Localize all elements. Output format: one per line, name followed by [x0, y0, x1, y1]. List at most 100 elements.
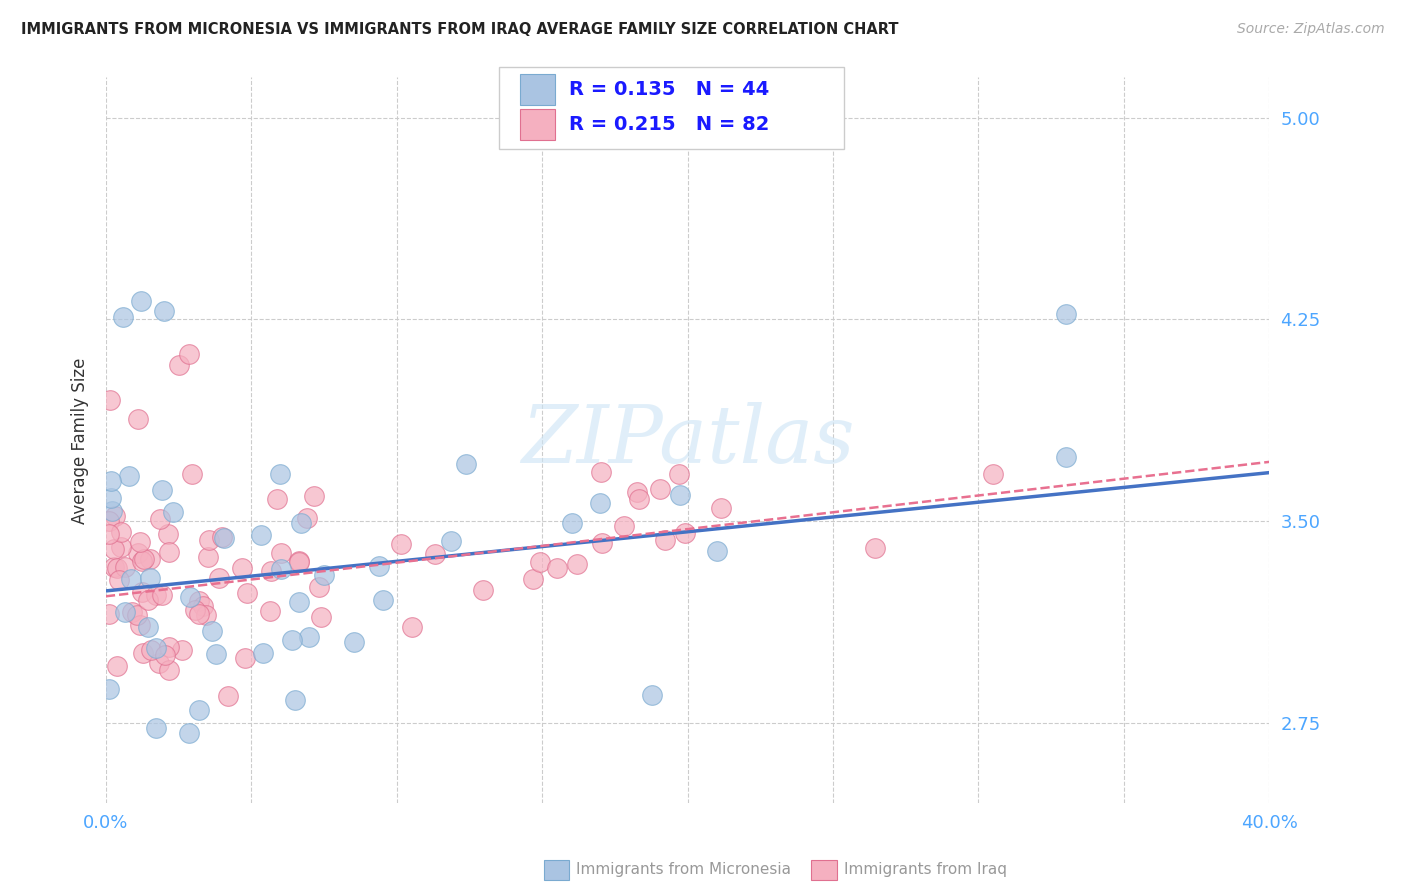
Point: [136, 593, 159, 607]
Point: [288, 554, 311, 568]
Point: [668, 488, 690, 502]
Point: [401, 620, 423, 634]
Point: [546, 561, 568, 575]
Text: ZIPatlas: ZIPatlas: [520, 401, 855, 479]
Point: [110, 540, 132, 554]
Point: [103, 560, 125, 574]
Point: [157, 663, 180, 677]
Point: [252, 646, 274, 660]
Point: [103, 542, 125, 557]
Point: [981, 467, 1004, 481]
Point: [259, 603, 281, 617]
Point: [270, 562, 292, 576]
Point: [266, 491, 288, 506]
Point: [613, 518, 636, 533]
Point: [236, 586, 259, 600]
Point: [121, 606, 143, 620]
Point: [114, 560, 136, 574]
Point: [117, 468, 139, 483]
Point: [260, 564, 283, 578]
Point: [187, 607, 209, 621]
Point: [179, 591, 201, 605]
Point: [98, 392, 121, 407]
Point: [217, 689, 239, 703]
Point: [201, 624, 224, 638]
Point: [295, 511, 318, 525]
Point: [1054, 307, 1077, 321]
Point: [1054, 450, 1077, 465]
Point: [104, 509, 127, 524]
Point: [628, 492, 651, 507]
Point: [138, 571, 160, 585]
Point: [125, 608, 148, 623]
Point: [235, 650, 257, 665]
Point: [150, 588, 173, 602]
Point: [423, 547, 446, 561]
Point: [309, 610, 332, 624]
Y-axis label: Average Family Size: Average Family Size: [72, 357, 89, 524]
Point: [654, 533, 676, 548]
Point: [100, 491, 122, 505]
Point: [343, 635, 366, 649]
Point: [105, 658, 128, 673]
Point: [162, 505, 184, 519]
Text: IMMIGRANTS FROM MICRONESIA VS IMMIGRANTS FROM IRAQ AVERAGE FAMILY SIZE CORRELATI: IMMIGRANTS FROM MICRONESIA VS IMMIGRANTS…: [21, 22, 898, 37]
Point: [170, 643, 193, 657]
Point: [177, 726, 200, 740]
Text: Immigrants from Iraq: Immigrants from Iraq: [844, 863, 1007, 877]
Point: [197, 550, 219, 565]
Point: [863, 541, 886, 555]
Point: [214, 532, 236, 546]
Point: [302, 490, 325, 504]
Point: [131, 554, 153, 568]
Point: [367, 558, 389, 573]
Point: [591, 536, 613, 550]
Point: [97, 526, 120, 541]
Point: [281, 633, 304, 648]
Point: [567, 558, 589, 572]
Point: [136, 620, 159, 634]
Point: [128, 617, 150, 632]
Point: [522, 572, 544, 586]
Point: [188, 703, 211, 717]
Point: [312, 567, 335, 582]
Point: [145, 588, 167, 602]
Point: [127, 546, 149, 560]
Point: [145, 721, 167, 735]
Point: [128, 534, 150, 549]
Point: [132, 646, 155, 660]
Point: [288, 556, 311, 570]
Point: [710, 501, 733, 516]
Point: [270, 546, 292, 560]
Text: R = 0.215   N = 82: R = 0.215 N = 82: [569, 115, 770, 135]
Point: [97, 682, 120, 697]
Point: [132, 552, 155, 566]
Point: [100, 504, 122, 518]
Point: [129, 293, 152, 308]
Point: [298, 630, 321, 644]
Point: [290, 516, 312, 531]
Point: [626, 485, 648, 500]
Point: [145, 640, 167, 655]
Point: [120, 572, 142, 586]
Point: [100, 474, 122, 488]
Point: [389, 537, 412, 551]
Point: [640, 688, 662, 702]
Point: [211, 530, 233, 544]
Point: [269, 467, 291, 482]
Point: [157, 545, 180, 559]
Point: [197, 533, 219, 547]
Point: [456, 457, 478, 471]
Point: [97, 607, 120, 622]
Point: [105, 561, 128, 575]
Point: [112, 310, 135, 324]
Point: [114, 606, 136, 620]
Point: [673, 525, 696, 540]
Text: Immigrants from Micronesia: Immigrants from Micronesia: [576, 863, 792, 877]
Point: [149, 512, 172, 526]
Point: [183, 603, 205, 617]
Point: [471, 582, 494, 597]
Point: [529, 555, 551, 569]
Point: [187, 594, 209, 608]
Point: [157, 527, 180, 541]
